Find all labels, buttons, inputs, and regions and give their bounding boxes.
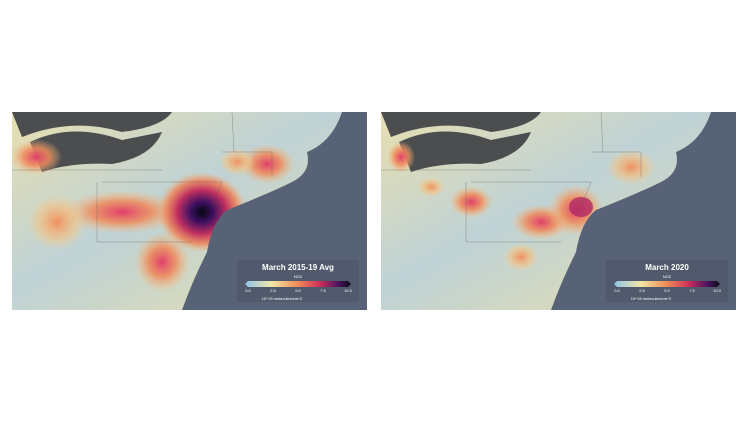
map-panel: March 2020 NO2 0.0 2.5 5.0 7.5 10.0 10^15 mo… — [381, 111, 736, 310]
colorbar-unit: 10^15 molecules/cm^2 — [262, 296, 303, 301]
colorbar-tick-label: 0.0 — [245, 288, 251, 293]
colorbar-tick-label: 2.5 — [639, 288, 645, 293]
map-title: March 2015-19 Avg — [262, 263, 334, 272]
colorbar — [245, 281, 351, 287]
colorbar-tick-label: 2.5 — [270, 288, 276, 293]
colorbar-tick-label: 7.5 — [689, 288, 695, 293]
colorbar-unit: 10^15 molecules/cm^2 — [631, 296, 672, 301]
map-panel: March 2015-19 Avg NO2 0.0 2.5 5.0 7.5 10.0 1… — [12, 111, 367, 310]
map-title: March 2020 — [645, 263, 689, 272]
colorbar-tick-label: 10.0 — [344, 288, 353, 293]
colorbar-tick-label: 10.0 — [713, 288, 722, 293]
colorbar-tick-label: 5.0 — [295, 288, 301, 293]
colorbar-label: NO2 — [294, 274, 303, 279]
colorbar-tick-label: 0.0 — [614, 288, 620, 293]
colorbar — [614, 281, 720, 287]
colorbar-tick-label: 5.0 — [664, 288, 670, 293]
colorbar-tick-label: 7.5 — [320, 288, 326, 293]
colorbar-label: NO2 — [663, 274, 672, 279]
